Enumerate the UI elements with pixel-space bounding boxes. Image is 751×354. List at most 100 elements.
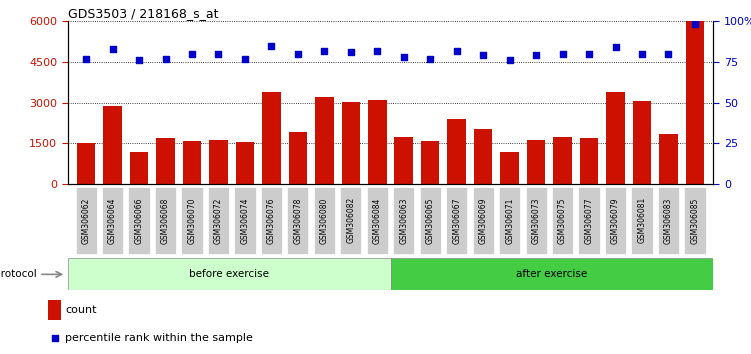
Text: GSM306068: GSM306068 [161,197,170,244]
Bar [527,140,545,184]
Text: percentile rank within the sample: percentile rank within the sample [65,333,253,343]
Text: GSM306065: GSM306065 [426,197,435,244]
Point [133,57,145,63]
Point [186,51,198,57]
Bar [77,143,95,184]
Bar [236,142,254,184]
Point [477,53,489,58]
Text: GSM306074: GSM306074 [240,197,249,244]
Text: GSM306084: GSM306084 [372,197,382,244]
Text: before exercise: before exercise [189,269,269,279]
Bar [288,132,307,184]
Bar [104,106,122,184]
Bar [315,97,333,184]
Bar [553,137,572,184]
Bar [182,141,201,184]
Text: GSM306063: GSM306063 [400,197,409,244]
Point [583,51,595,57]
FancyBboxPatch shape [288,187,309,254]
Text: GSM306082: GSM306082 [346,197,355,244]
Point [159,56,171,62]
Text: GSM306079: GSM306079 [611,197,620,244]
Point [689,22,701,27]
FancyBboxPatch shape [658,187,679,254]
Text: GSM306069: GSM306069 [478,197,487,244]
Text: GSM306071: GSM306071 [505,197,514,244]
Text: GSM306066: GSM306066 [134,197,143,244]
Point [556,51,569,57]
Bar [448,120,466,184]
Text: GSM306077: GSM306077 [584,197,593,244]
Text: GSM306073: GSM306073 [532,197,541,244]
Text: GDS3503 / 218168_s_at: GDS3503 / 218168_s_at [68,7,218,20]
FancyBboxPatch shape [261,187,282,254]
FancyBboxPatch shape [128,187,149,254]
Point [636,51,648,57]
Bar [130,152,149,184]
Bar [156,138,175,184]
Bar [391,258,713,290]
Bar [580,138,599,184]
Bar [262,92,281,184]
Point [610,45,622,50]
Bar [368,101,387,184]
Point [107,46,119,52]
FancyBboxPatch shape [208,187,229,254]
Point [213,51,225,57]
Point [451,48,463,53]
FancyBboxPatch shape [394,187,415,254]
FancyBboxPatch shape [155,187,176,254]
Point [318,48,330,53]
Point [504,57,516,63]
Point [398,54,410,60]
Text: GSM306070: GSM306070 [188,197,197,244]
FancyBboxPatch shape [578,187,599,254]
Bar [48,300,61,320]
Point [662,51,674,57]
Bar [210,140,228,184]
FancyBboxPatch shape [182,187,203,254]
Text: after exercise: after exercise [517,269,587,279]
FancyBboxPatch shape [472,187,493,254]
Bar [68,258,391,290]
Point [292,51,304,57]
Point [49,335,61,341]
FancyBboxPatch shape [420,187,441,254]
FancyBboxPatch shape [340,187,361,254]
Point [424,56,436,62]
FancyBboxPatch shape [684,187,705,254]
Bar [632,101,651,184]
Point [530,53,542,58]
FancyBboxPatch shape [526,187,547,254]
FancyBboxPatch shape [446,187,467,254]
Text: GSM306075: GSM306075 [558,197,567,244]
Text: GSM306083: GSM306083 [664,197,673,244]
Bar [394,137,413,184]
Text: GSM306062: GSM306062 [82,197,91,244]
FancyBboxPatch shape [76,187,97,254]
Bar [606,92,625,184]
Text: GSM306080: GSM306080 [320,197,329,244]
Text: GSM306078: GSM306078 [294,197,303,244]
Bar [500,152,519,184]
Text: GSM306076: GSM306076 [267,197,276,244]
Text: GSM306072: GSM306072 [214,197,223,244]
FancyBboxPatch shape [366,187,388,254]
Bar [686,21,704,184]
Text: GSM306081: GSM306081 [638,197,647,244]
Text: GSM306085: GSM306085 [690,197,699,244]
FancyBboxPatch shape [234,187,255,254]
Point [371,48,383,53]
Point [239,56,251,62]
FancyBboxPatch shape [102,187,123,254]
Text: GSM306064: GSM306064 [108,197,117,244]
Text: protocol: protocol [0,269,38,279]
Bar [342,102,360,184]
Point [265,43,277,48]
FancyBboxPatch shape [605,187,626,254]
FancyBboxPatch shape [314,187,335,254]
Bar [421,141,439,184]
Point [345,49,357,55]
Bar [659,134,677,184]
FancyBboxPatch shape [632,187,653,254]
